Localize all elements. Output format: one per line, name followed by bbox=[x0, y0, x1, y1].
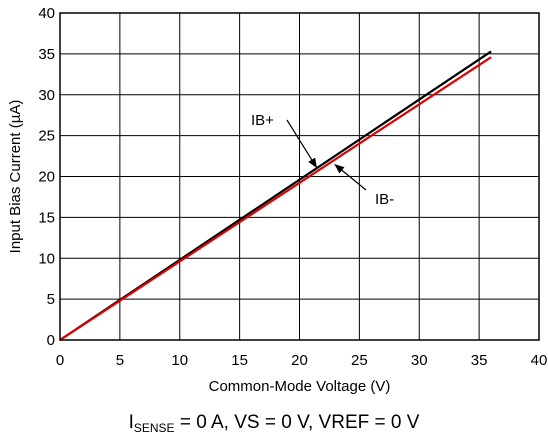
annotations: IB+ IB- bbox=[251, 112, 394, 208]
y-tick-label-1: 5 bbox=[47, 291, 55, 308]
y-tick-labels: 0 5 10 15 20 25 30 35 40 bbox=[38, 5, 55, 349]
annotation-label-1: IB- bbox=[375, 191, 394, 208]
y-axis-label: Input Bias Current (µA) bbox=[7, 100, 24, 254]
x-tick-label-8: 40 bbox=[531, 352, 548, 369]
y-tick-label-8: 40 bbox=[38, 5, 55, 22]
y-tick-label-6: 30 bbox=[38, 87, 55, 104]
annotation-arrow-0 bbox=[286, 119, 317, 169]
caption-prefix: I bbox=[128, 412, 134, 433]
x-tick-labels: 0 5 10 15 20 25 30 35 40 bbox=[56, 352, 548, 369]
y-tick-label-0: 0 bbox=[47, 332, 55, 349]
x-tick-label-4: 20 bbox=[291, 352, 308, 369]
caption-subscript: SENSE bbox=[133, 421, 175, 435]
y-tick-label-7: 35 bbox=[38, 46, 55, 63]
caption-rest: = 0 A, VS = 0 V, VREF = 0 V bbox=[174, 412, 420, 433]
x-tick-label-5: 25 bbox=[351, 352, 368, 369]
annotation-arrow-1 bbox=[334, 163, 367, 191]
x-tick-label-6: 30 bbox=[411, 352, 428, 369]
plot-frame bbox=[59, 12, 540, 341]
y-tick-label-3: 15 bbox=[38, 209, 55, 226]
y-tick-label-2: 10 bbox=[38, 250, 55, 267]
y-tick-label-4: 20 bbox=[38, 169, 55, 186]
x-tick-label-7: 35 bbox=[471, 352, 488, 369]
y-tick-label-5: 25 bbox=[38, 128, 55, 145]
annotation-label-0: IB+ bbox=[251, 112, 274, 129]
x-tick-label-2: 10 bbox=[171, 352, 188, 369]
x-axis-label: Common-Mode Voltage (V) bbox=[209, 378, 391, 395]
x-tick-label-0: 0 bbox=[56, 352, 64, 369]
x-tick-label-1: 5 bbox=[116, 352, 124, 369]
series-line-1 bbox=[59, 56, 492, 341]
x-tick-label-3: 15 bbox=[231, 352, 248, 369]
series-layer bbox=[59, 50, 492, 341]
chart-caption: ISENSE = 0 A, VS = 0 V, VREF = 0 V bbox=[0, 412, 548, 435]
